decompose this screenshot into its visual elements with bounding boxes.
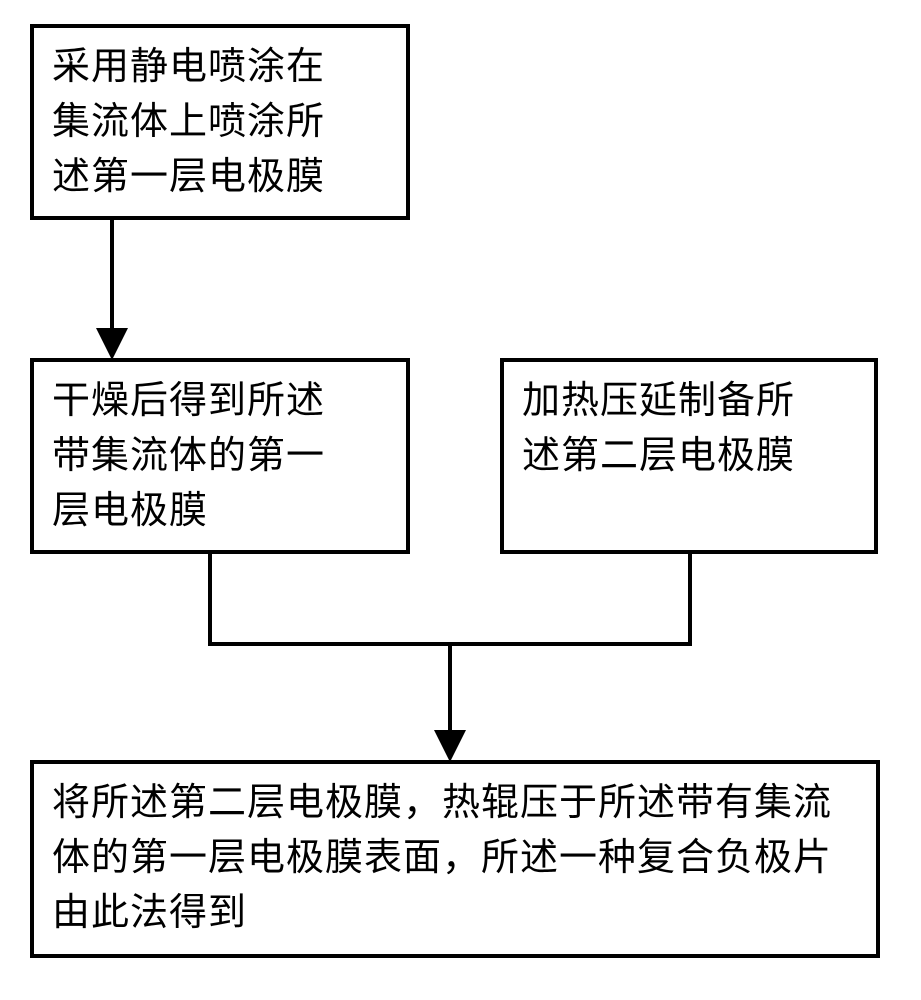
flow-box-3: 加热压延制备所 述第二层电极膜 bbox=[500, 358, 878, 554]
flow-box-4: 将所述第二层电极膜，热辊压于所述带有集流 体的第一层电极膜表面，所述一种复合负极… bbox=[30, 760, 880, 958]
flow-box-3-text: 加热压延制备所 述第二层电极膜 bbox=[522, 374, 795, 484]
flow-box-2-text: 干燥后得到所述 带集流体的第一 层电极膜 bbox=[52, 374, 325, 539]
edge-2-join bbox=[210, 554, 450, 644]
flow-box-1-text: 采用静电喷涂在 集流体上喷涂所 述第一层电极膜 bbox=[52, 40, 325, 205]
flow-box-4-text: 将所述第二层电极膜，热辊压于所述带有集流 体的第一层电极膜表面，所述一种复合负极… bbox=[52, 776, 832, 941]
edge-3-join bbox=[450, 554, 690, 644]
flow-box-1: 采用静电喷涂在 集流体上喷涂所 述第一层电极膜 bbox=[30, 24, 410, 220]
flow-box-2: 干燥后得到所述 带集流体的第一 层电极膜 bbox=[30, 358, 410, 554]
